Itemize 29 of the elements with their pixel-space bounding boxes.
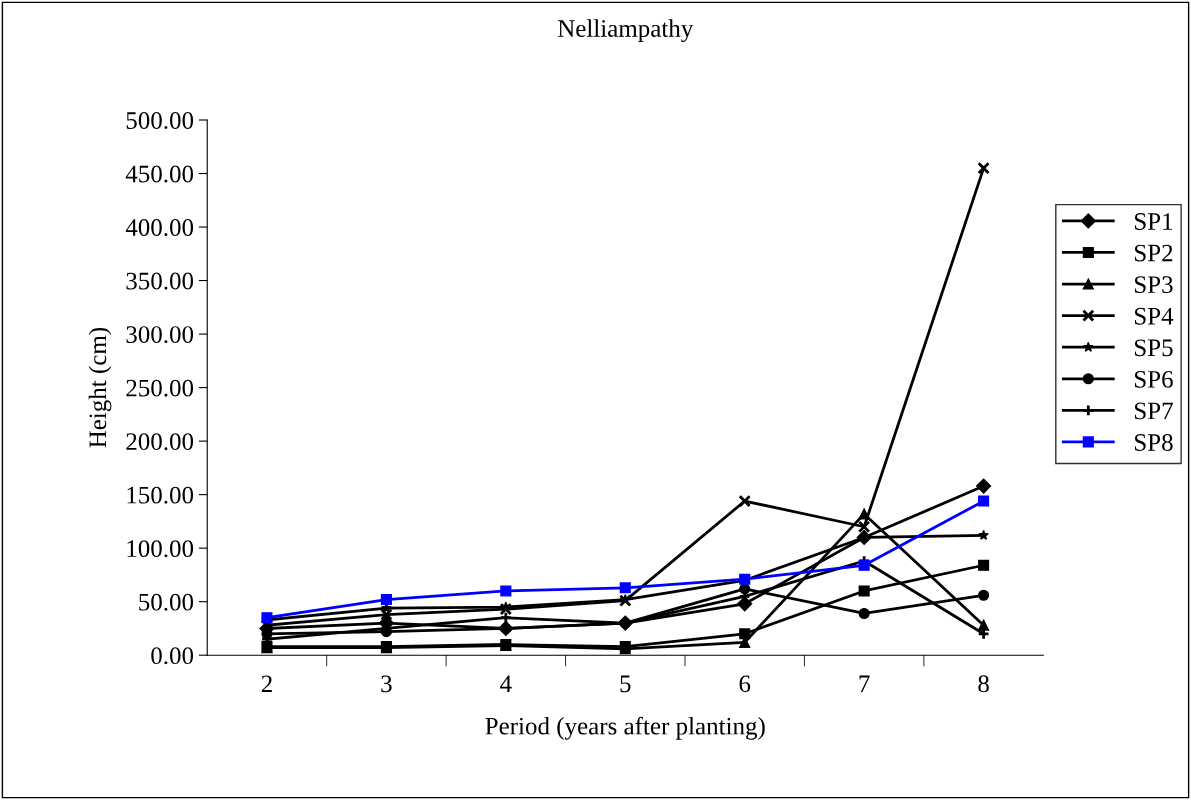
x-tick-label: 6 xyxy=(739,675,751,693)
legend-label: SP4 xyxy=(1134,307,1174,325)
y-tick-label: 200.00 xyxy=(126,433,194,451)
y-tick-label: 0.00 xyxy=(151,647,194,665)
legend-label: SP8 xyxy=(1134,434,1173,451)
legend-label: SP3 xyxy=(1134,276,1173,294)
y-tick-label: 50.00 xyxy=(139,593,194,611)
y-tick-label: 400.00 xyxy=(125,219,194,237)
legend-label: SP2 xyxy=(1134,244,1173,262)
y-tick-label: 250.00 xyxy=(126,379,194,397)
legend-label: SP7 xyxy=(1134,402,1173,420)
x-tick-label: 4 xyxy=(500,675,512,692)
x-tick-label: 2 xyxy=(261,675,272,692)
y-tick-label: 500.00 xyxy=(126,112,194,130)
legend-label: SP5 xyxy=(1134,339,1173,357)
y-tick-label: 450.00 xyxy=(125,165,194,183)
y-tick-label: 150.00 xyxy=(127,486,194,504)
chart-title: Nelliampathy xyxy=(557,19,694,43)
x-axis-title: Period (years after planting) xyxy=(485,716,765,740)
legend-label: SP1 xyxy=(1134,213,1173,230)
x-tick-label: 7 xyxy=(859,675,870,692)
x-tick-label: 8 xyxy=(978,675,989,693)
x-tick-label: 5 xyxy=(620,675,631,693)
y-tick-label: 100.00 xyxy=(127,540,194,558)
y-axis-title: Height (cm) xyxy=(88,327,112,448)
y-tick-label: 300.00 xyxy=(126,326,194,344)
y-tick-label: 350.00 xyxy=(126,272,194,290)
legend-label: SP6 xyxy=(1134,370,1173,388)
x-tick-label: 3 xyxy=(381,675,392,693)
